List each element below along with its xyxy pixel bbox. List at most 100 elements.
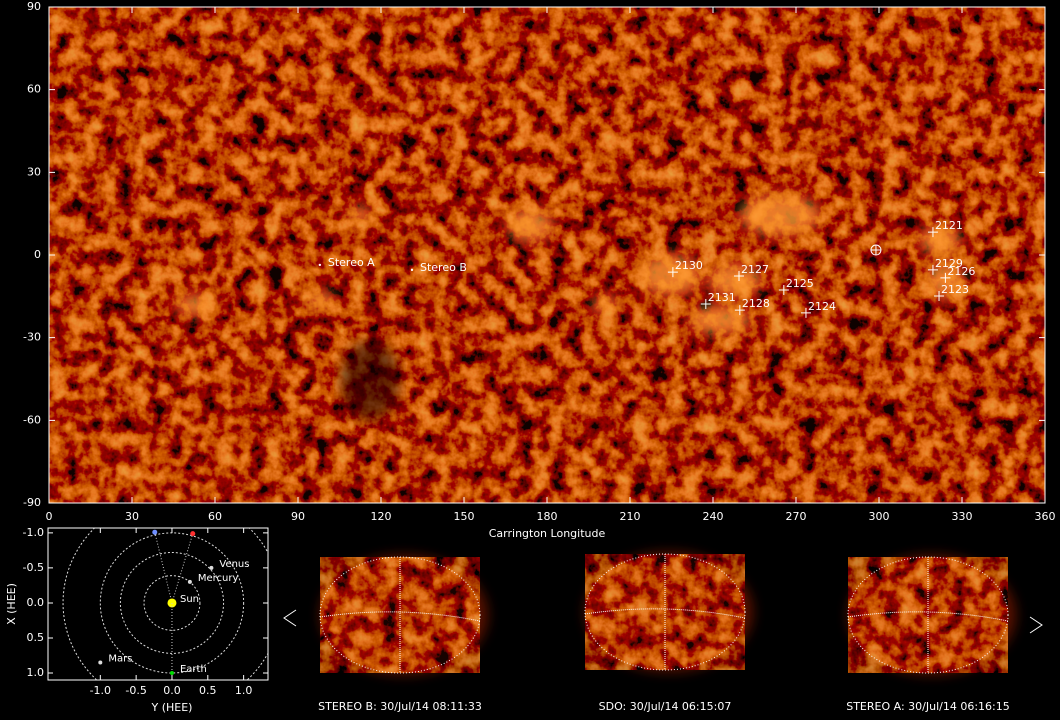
- region-label: 2128: [742, 297, 770, 310]
- x-tick-label: 300: [869, 510, 890, 523]
- active-region: 2123: [934, 283, 969, 302]
- x-tick-label: 180: [537, 510, 558, 523]
- y-tick-label: 0: [34, 248, 41, 261]
- y-tick-label: 0.5: [27, 631, 45, 644]
- sightline: [171, 533, 194, 604]
- active-region: 2128: [734, 297, 770, 316]
- x-tick-label: 0: [46, 510, 53, 523]
- y-tick-label: -30: [23, 331, 41, 344]
- y-tick-label: 1.0: [27, 666, 45, 679]
- x-tick-label: 330: [952, 510, 973, 523]
- planet-label: Mercury: [198, 573, 239, 584]
- planet-dot: [169, 670, 174, 675]
- region-label: 2124: [808, 300, 836, 313]
- y-tick-label: 60: [27, 83, 41, 96]
- disk-image: [319, 555, 488, 675]
- orbit-y-label: X (HEE): [5, 583, 18, 625]
- spacecraft-dot: [152, 529, 158, 535]
- active-region: 2127: [734, 263, 769, 281]
- map-image: [49, 7, 1045, 503]
- region-cross: [800, 307, 811, 318]
- x-tick-label: 150: [454, 510, 475, 523]
- region-label: 2131: [708, 291, 736, 304]
- panel-caption: STEREO B: 30/Jul/14 08:11:33: [318, 700, 482, 713]
- planet-label: Mars: [108, 653, 132, 664]
- planet-dot: [187, 579, 192, 584]
- region-label: 2126: [947, 265, 975, 278]
- orbit-frame: [47, 527, 269, 681]
- region-cross: [927, 264, 938, 275]
- earth-cross: [870, 245, 881, 256]
- panel-caption: STEREO A: 30/Jul/14 06:16:15: [846, 700, 1010, 713]
- x-tick-label: 0.5: [199, 684, 217, 697]
- active-region: 2129: [927, 257, 963, 275]
- prev-arrow[interactable]: [283, 609, 297, 627]
- planet-label: Venus: [219, 559, 249, 570]
- region-cross: [927, 227, 938, 238]
- region-cross: [734, 305, 745, 316]
- x-tick-label: 1.0: [235, 684, 253, 697]
- y-tick-label: -0.5: [23, 561, 44, 574]
- disk-image: [584, 552, 753, 672]
- planet-label: Earth: [180, 664, 207, 675]
- region-cross: [734, 270, 745, 281]
- panel-caption: SDO: 30/Jul/14 06:15:07: [599, 700, 732, 713]
- region-cross: [778, 284, 789, 295]
- region-label: 2123: [941, 283, 969, 296]
- spacecraft-label: Stereo B: [420, 261, 467, 274]
- x-tick-label: 90: [291, 510, 305, 523]
- region-label: 2121: [935, 219, 963, 232]
- spacecraft-dot: [318, 263, 322, 267]
- disk-grid: [847, 557, 1009, 673]
- y-tick-label: -90: [23, 496, 41, 509]
- y-tick-label: -60: [23, 413, 41, 426]
- x-tick-label: 0.0: [163, 684, 181, 697]
- y-tick-label: 90: [27, 0, 41, 13]
- region-label: 2130: [675, 259, 703, 272]
- x-tick-label: 60: [208, 510, 222, 523]
- disk-limb: [584, 553, 746, 671]
- disk-image: [847, 555, 1016, 675]
- next-arrow[interactable]: [1029, 616, 1043, 634]
- region-label: 2127: [741, 263, 769, 276]
- spacecraft-dot: [190, 531, 196, 537]
- orbit-x-label: Y (HEE): [151, 701, 193, 714]
- region-label: 2129: [935, 257, 963, 270]
- region-label: 2125: [786, 277, 814, 290]
- x-tick-label: -0.5: [125, 684, 146, 697]
- active-region: 2124: [800, 300, 836, 318]
- active-region: 2125: [778, 277, 814, 295]
- disk-limb: [319, 556, 481, 674]
- x-tick-label: 120: [371, 510, 392, 523]
- y-tick-label: 30: [27, 165, 41, 178]
- x-tick-label: 30: [125, 510, 139, 523]
- region-cross: [940, 272, 951, 283]
- x-tick-label: 210: [620, 510, 641, 523]
- orbit-ring: [143, 575, 201, 631]
- y-tick-label: 0.0: [27, 596, 45, 609]
- x-tick-label: 240: [703, 510, 724, 523]
- active-region: 2131: [700, 291, 736, 310]
- region-cross: [667, 267, 678, 278]
- active-region: 2126: [940, 265, 975, 283]
- region-cross: [700, 299, 711, 310]
- active-region: 2121: [927, 219, 963, 238]
- x-tick-label: 270: [786, 510, 807, 523]
- planet-label: Sun: [180, 594, 199, 605]
- x-tick-label: 360: [1035, 510, 1056, 523]
- planet-dot: [209, 565, 214, 570]
- x-tick-label: -1.0: [90, 684, 111, 697]
- y-tick-label: -1.0: [23, 526, 44, 539]
- disk-grid: [319, 557, 481, 673]
- earth-symbol: [870, 244, 882, 256]
- region-cross: [934, 291, 945, 302]
- spacecraft-dot: [410, 268, 414, 272]
- x-axis-label: Carrington Longitude: [489, 527, 606, 540]
- disk-limb: [847, 556, 1009, 674]
- sightline: [154, 532, 173, 604]
- active-region: 2130: [667, 259, 703, 278]
- disk-grid: [584, 554, 746, 670]
- planet-dot: [98, 660, 103, 665]
